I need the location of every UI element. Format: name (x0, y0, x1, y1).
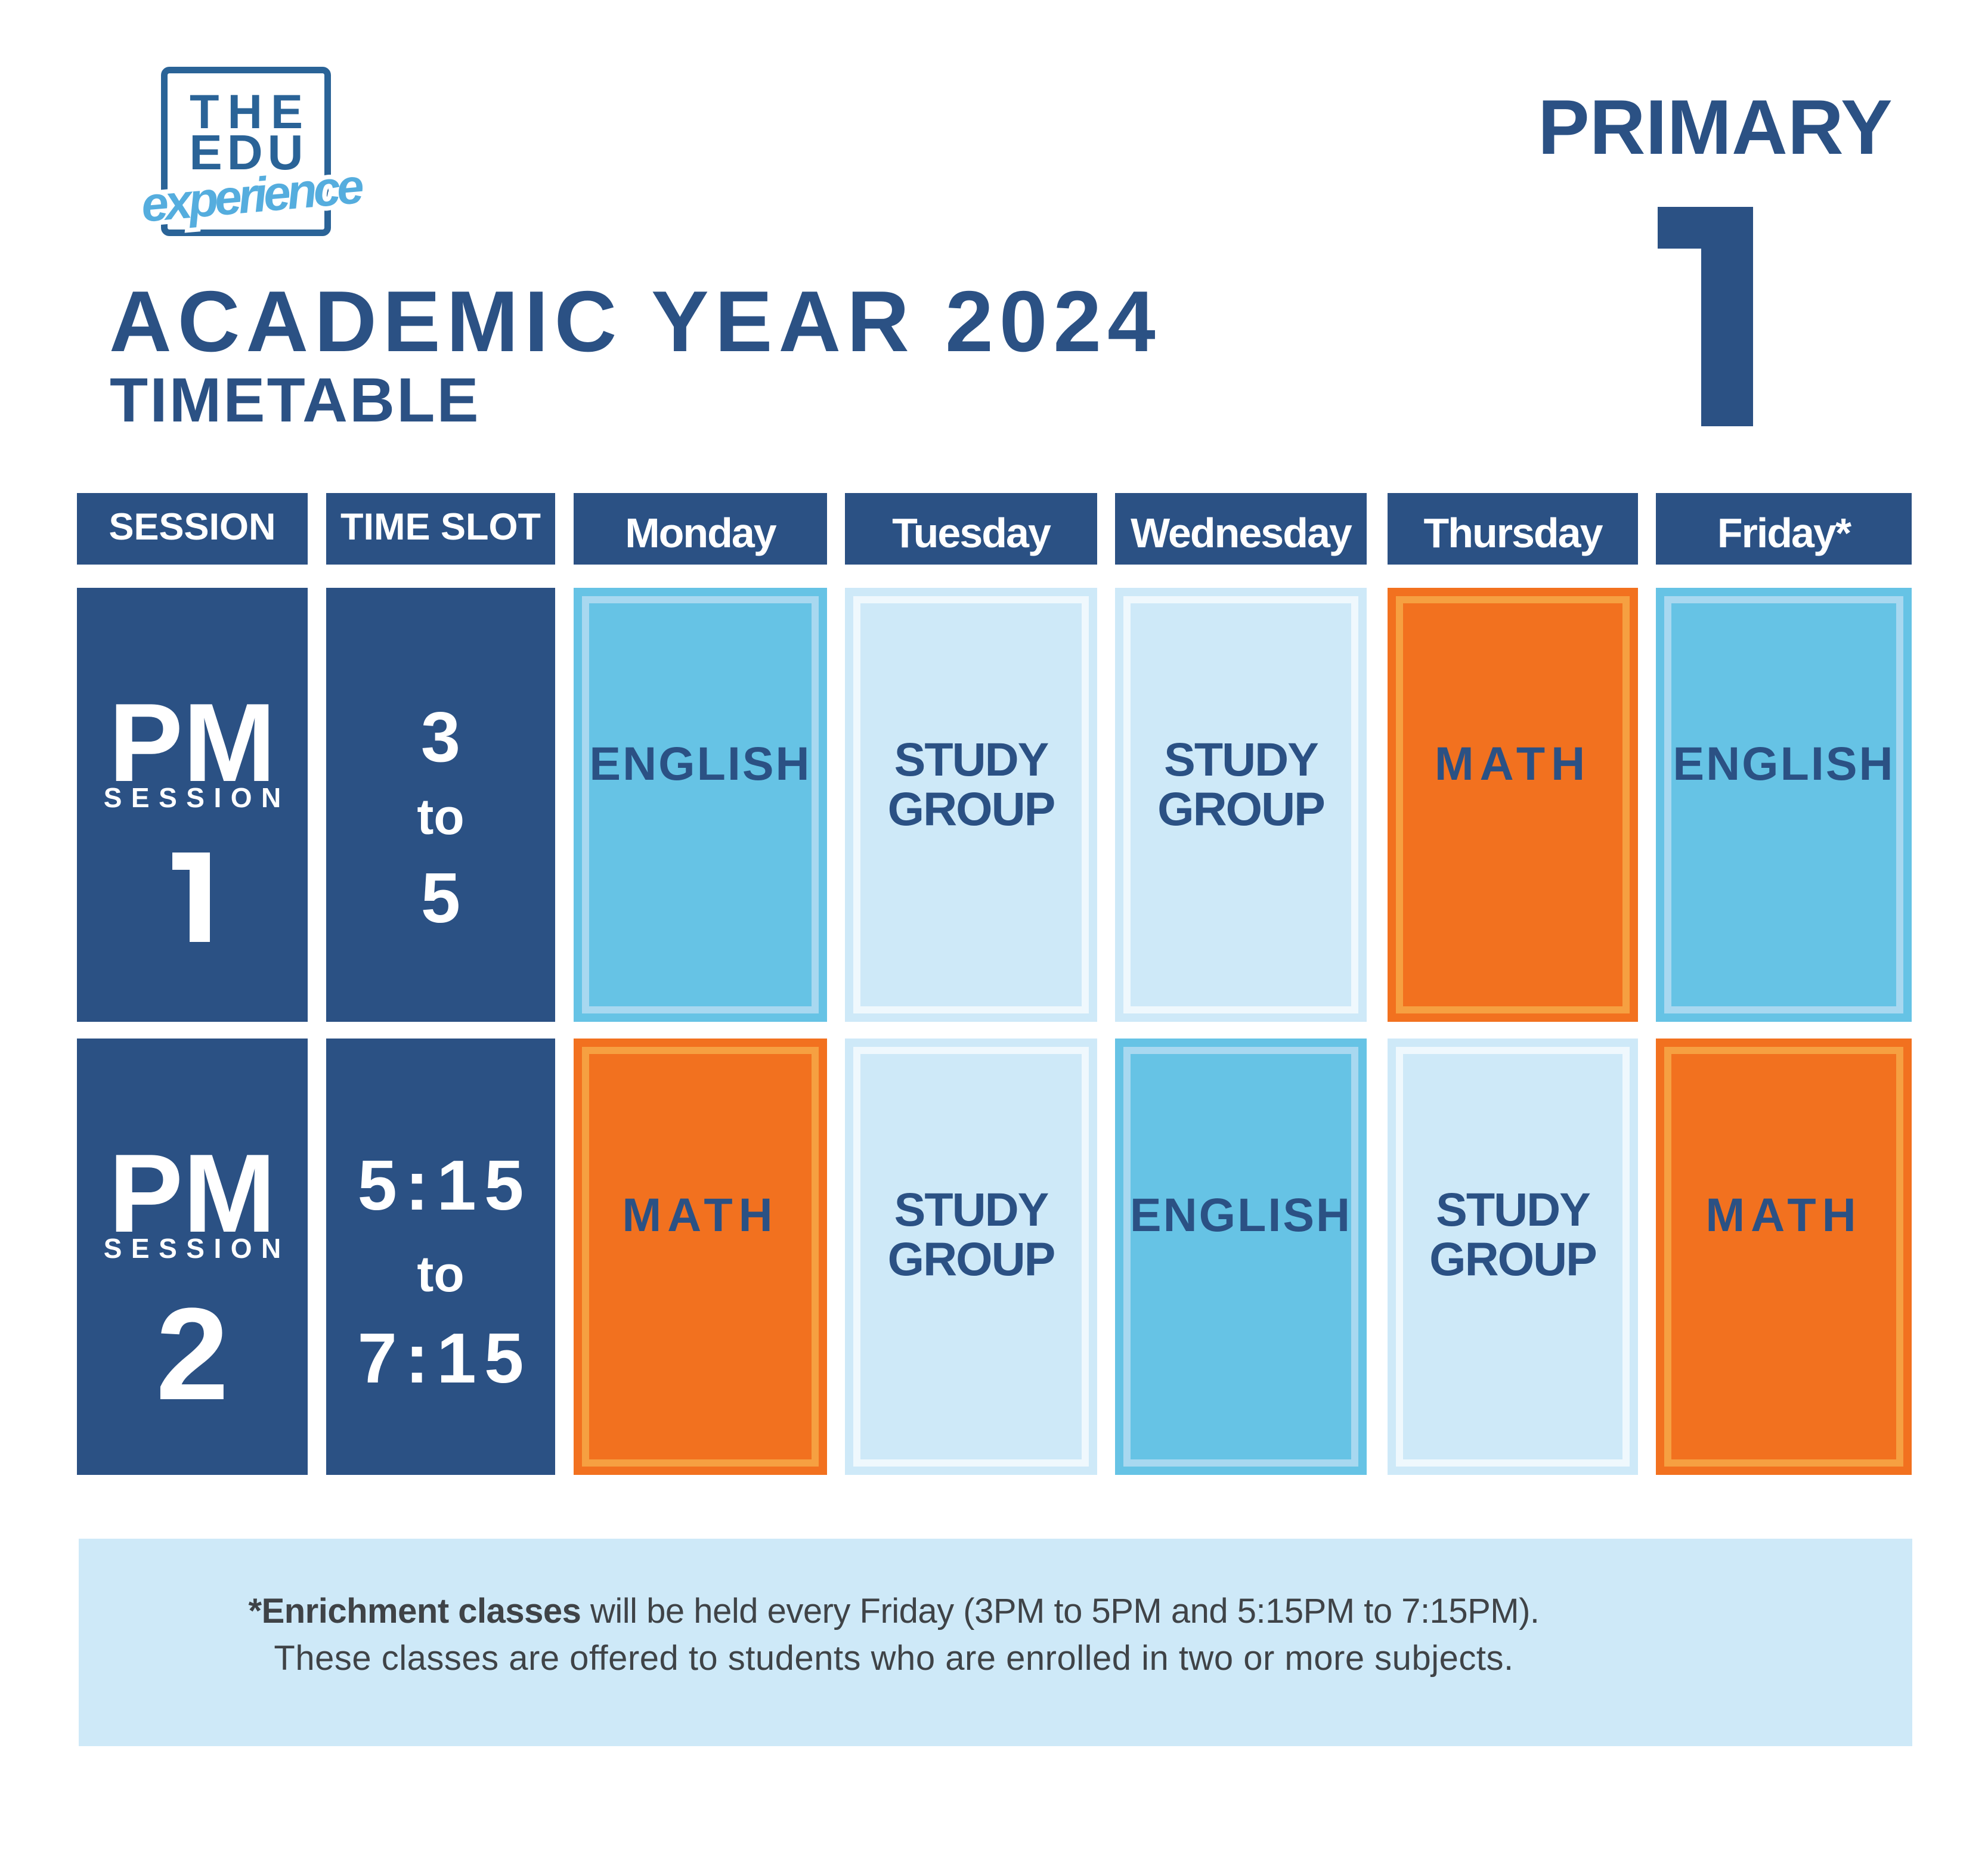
svg-text:experience: experience (139, 159, 365, 233)
